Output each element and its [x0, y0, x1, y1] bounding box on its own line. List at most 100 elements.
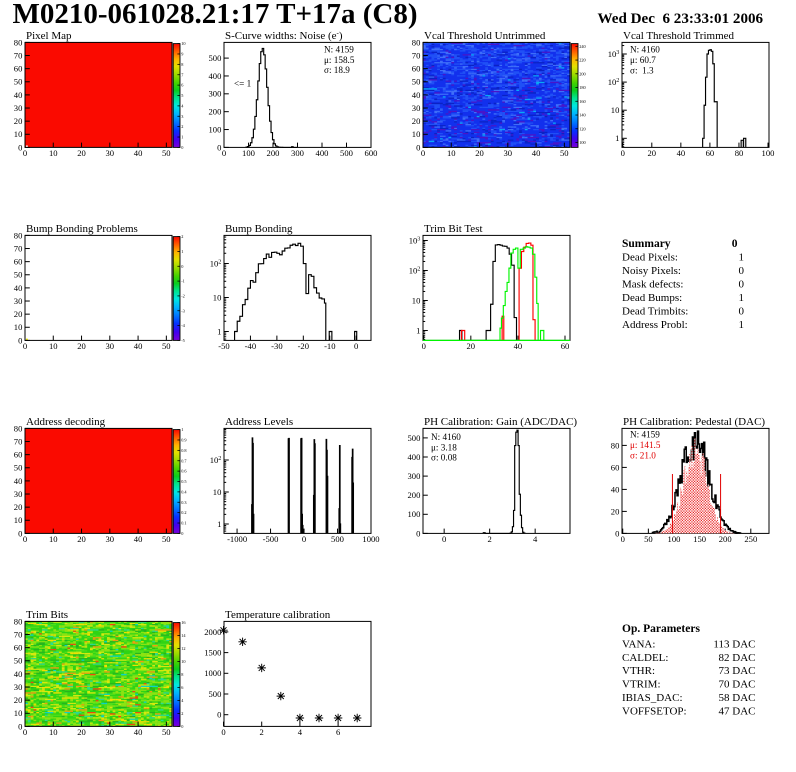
svg-text:0.4: 0.4: [181, 490, 187, 495]
svg-text:60: 60: [14, 64, 23, 74]
svg-text:30: 30: [14, 682, 23, 692]
svg-text:40: 40: [677, 148, 686, 158]
svg-text:10: 10: [447, 148, 456, 158]
svg-text:30: 30: [14, 489, 23, 499]
svg-text:Noisy Pixels:: Noisy Pixels:: [622, 265, 681, 277]
svg-text:5: 5: [181, 93, 183, 98]
svg-text:Op. Parameters: Op. Parameters: [622, 623, 700, 635]
svg-text:Vcal Threshold Untrimmed: Vcal Threshold Untrimmed: [424, 30, 546, 42]
svg-text:40: 40: [134, 534, 143, 544]
svg-text:0: 0: [18, 528, 22, 538]
svg-text:σ: 21.0: σ: 21.0: [630, 450, 656, 460]
svg-text:9: 9: [181, 52, 183, 57]
svg-text:1: 1: [739, 292, 745, 304]
svg-text:20: 20: [14, 695, 23, 705]
svg-text:47 DAC: 47 DAC: [719, 706, 756, 718]
svg-text:200: 200: [209, 107, 222, 117]
svg-text:100: 100: [762, 148, 775, 158]
svg-text:20: 20: [611, 506, 620, 516]
svg-text:10: 10: [181, 41, 185, 46]
svg-text:10: 10: [611, 105, 620, 115]
svg-text:0: 0: [302, 534, 306, 544]
svg-text:50: 50: [162, 727, 171, 737]
svg-text:60: 60: [14, 450, 23, 460]
svg-text:0: 0: [416, 528, 420, 538]
svg-text:500: 500: [331, 534, 344, 544]
svg-text:40: 40: [532, 148, 541, 158]
svg-text:16: 16: [181, 620, 186, 625]
svg-text:4: 4: [181, 698, 184, 703]
svg-text:μ: 141.5: μ: 141.5: [630, 440, 661, 450]
svg-text:200: 200: [579, 71, 585, 76]
svg-text:80: 80: [735, 148, 744, 158]
svg-text:70: 70: [14, 629, 23, 639]
svg-text:50: 50: [162, 148, 171, 158]
svg-text:6: 6: [336, 727, 341, 737]
svg-text:80: 80: [611, 440, 620, 450]
svg-text:10: 10: [14, 129, 23, 139]
svg-text:8: 8: [181, 62, 183, 67]
svg-text:60: 60: [706, 148, 715, 158]
svg-text:0: 0: [422, 341, 426, 351]
svg-text:20: 20: [648, 148, 657, 158]
svg-text:30: 30: [106, 727, 115, 737]
svg-text:40: 40: [134, 727, 143, 737]
svg-text:σ: 0.08: σ: 0.08: [431, 453, 457, 463]
svg-text:40: 40: [611, 484, 620, 494]
svg-text:30: 30: [504, 148, 513, 158]
svg-text:160: 160: [579, 99, 585, 104]
svg-text:10: 10: [213, 487, 222, 497]
svg-text:0: 0: [23, 534, 27, 544]
svg-text:IBIAS_DAC:: IBIAS_DAC:: [622, 692, 683, 704]
svg-text:50: 50: [162, 534, 171, 544]
svg-text:113 DAC: 113 DAC: [713, 638, 755, 650]
svg-text:60: 60: [611, 462, 620, 472]
svg-text:Mask defects:: Mask defects:: [622, 279, 683, 291]
svg-text:50: 50: [560, 148, 569, 158]
svg-text:Wed Dec 6 23:33:01 2006: Wed Dec 6 23:33:01 2006: [598, 11, 764, 27]
svg-text:0: 0: [23, 727, 27, 737]
svg-text:μ: 3.18: μ: 3.18: [431, 442, 457, 452]
svg-text:Trim Bit Test: Trim Bit Test: [424, 223, 483, 235]
svg-text:30: 30: [14, 296, 23, 306]
svg-text:200: 200: [408, 490, 421, 500]
svg-text:70 DAC: 70 DAC: [719, 679, 756, 691]
svg-text:30: 30: [106, 341, 115, 351]
svg-text:0: 0: [222, 148, 226, 158]
svg-text:-3: -3: [181, 308, 185, 313]
svg-text:-2: -2: [181, 294, 185, 299]
svg-text:1000: 1000: [204, 668, 221, 678]
svg-text:4: 4: [298, 727, 303, 737]
svg-text:PH Calibration: Gain (ADC/DAC): PH Calibration: Gain (ADC/DAC): [424, 416, 577, 428]
svg-text:100: 100: [668, 534, 681, 544]
svg-text:300: 300: [291, 148, 304, 158]
svg-text:1: 1: [181, 427, 183, 432]
svg-text:102: 102: [608, 77, 620, 87]
svg-text:1: 1: [615, 133, 619, 143]
svg-text:-4: -4: [181, 323, 185, 328]
svg-text:10: 10: [14, 708, 23, 718]
svg-text:40: 40: [412, 90, 421, 100]
svg-text:6: 6: [181, 83, 184, 88]
svg-text:60: 60: [561, 341, 570, 351]
svg-text:50: 50: [162, 341, 171, 351]
svg-text:180: 180: [579, 85, 585, 90]
svg-text:-5: -5: [181, 338, 185, 343]
svg-text:2: 2: [181, 234, 183, 239]
svg-text:0: 0: [23, 148, 27, 158]
svg-text:0.3: 0.3: [181, 500, 186, 505]
svg-text:250: 250: [744, 534, 757, 544]
svg-text:S-Curve widths: Noise (e-): S-Curve widths: Noise (e-): [225, 29, 343, 42]
svg-text:3: 3: [181, 114, 183, 119]
svg-text:200: 200: [267, 148, 280, 158]
svg-text:70: 70: [14, 436, 23, 446]
svg-text:300: 300: [209, 89, 222, 99]
svg-text:14: 14: [181, 633, 186, 638]
svg-text:0: 0: [354, 341, 358, 351]
svg-text:20: 20: [77, 534, 86, 544]
svg-text:1500: 1500: [204, 648, 221, 658]
svg-text:0: 0: [181, 724, 183, 729]
svg-text:240: 240: [579, 44, 585, 49]
svg-text:0: 0: [416, 142, 420, 152]
svg-text:20: 20: [77, 727, 86, 737]
